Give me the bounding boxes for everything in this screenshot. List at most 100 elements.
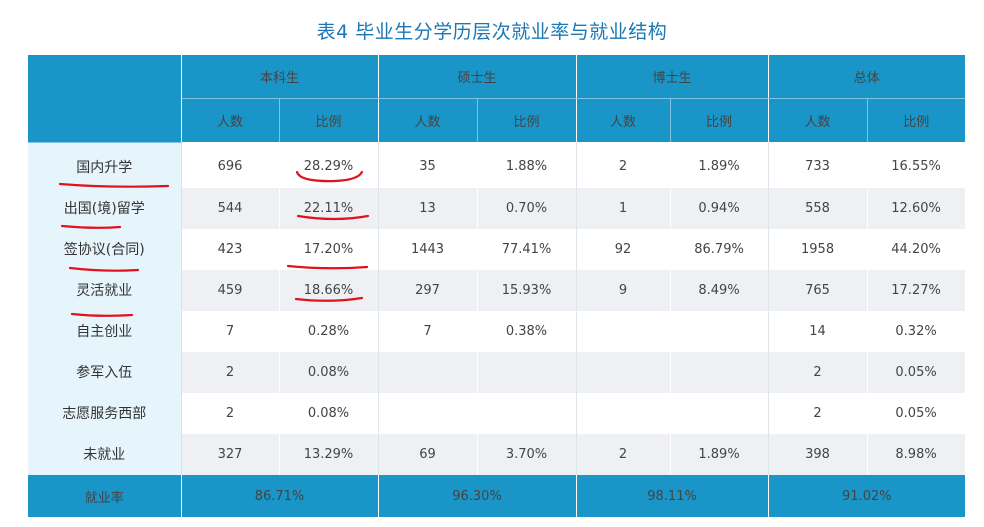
cell-ratio: 0.28% xyxy=(279,310,379,352)
cell-count: 14 xyxy=(768,310,868,352)
employment-table: 本科生 硕士生 博士生 总体 人数 比例 人数 比例 人数 比例 人数 比例 国… xyxy=(28,55,966,517)
row-label: 志愿服务西部 xyxy=(28,392,182,434)
cell-count: 1958 xyxy=(768,228,868,270)
subheader-ratio: 比例 xyxy=(670,98,769,142)
row-label: 出国(境)留学 xyxy=(28,187,182,229)
cell-ratio: 0.08% xyxy=(279,392,379,434)
cell-count: 7 xyxy=(181,310,280,352)
cell-ratio: 15.93% xyxy=(477,269,577,311)
row-label: 灵活就业 xyxy=(28,269,182,311)
cell-ratio xyxy=(477,351,577,393)
table-row: 志愿服务西部 2 0.08% 2 0.05% xyxy=(28,392,966,434)
cell-count xyxy=(576,310,671,352)
cell-count: 733 xyxy=(768,142,868,188)
group-header-doctor: 博士生 xyxy=(576,55,769,99)
cell-ratio: 13.29% xyxy=(279,433,379,475)
cell-count: 9 xyxy=(576,269,671,311)
cell-ratio: 16.55% xyxy=(867,142,966,188)
cell-ratio: 44.20% xyxy=(867,228,966,270)
cell-ratio: 0.94% xyxy=(670,187,769,229)
cell-ratio: 86.79% xyxy=(670,228,769,270)
cell-ratio: 77.41% xyxy=(477,228,577,270)
cell-ratio xyxy=(477,392,577,434)
cell-ratio: 3.70% xyxy=(477,433,577,475)
footer-rate-undergrad: 86.71% xyxy=(181,475,379,517)
group-header-total: 总体 xyxy=(768,55,966,99)
cell-ratio: 1.89% xyxy=(670,433,769,475)
cell-count: 297 xyxy=(378,269,478,311)
row-label: 未就业 xyxy=(28,433,182,475)
cell-count xyxy=(378,351,478,393)
cell-ratio: 8.49% xyxy=(670,269,769,311)
table-row: 自主创业 7 0.28% 7 0.38% 14 0.32% xyxy=(28,310,966,352)
cell-ratio xyxy=(670,310,769,352)
cell-count: 327 xyxy=(181,433,280,475)
cell-count xyxy=(576,392,671,434)
cell-ratio: 28.29% xyxy=(279,142,379,188)
subheader-ratio: 比例 xyxy=(477,98,577,142)
footer-label: 就业率 xyxy=(28,475,182,517)
cell-count: 2 xyxy=(768,392,868,434)
row-label: 签协议(合同) xyxy=(28,228,182,270)
cell-count: 2 xyxy=(181,351,280,393)
cell-ratio xyxy=(670,392,769,434)
cell-count: 423 xyxy=(181,228,280,270)
subheader-ratio: 比例 xyxy=(279,98,379,142)
cell-count: 696 xyxy=(181,142,280,188)
cell-count: 765 xyxy=(768,269,868,311)
cell-ratio: 17.27% xyxy=(867,269,966,311)
cell-count: 7 xyxy=(378,310,478,352)
cell-count: 92 xyxy=(576,228,671,270)
cell-ratio: 0.05% xyxy=(867,351,966,393)
cell-ratio: 0.05% xyxy=(867,392,966,434)
cell-count: 35 xyxy=(378,142,478,188)
cell-count xyxy=(378,392,478,434)
cell-count: 1443 xyxy=(378,228,478,270)
cell-ratio: 0.08% xyxy=(279,351,379,393)
group-header-master: 硕士生 xyxy=(378,55,577,99)
footer-rate-master: 96.30% xyxy=(378,475,577,517)
cell-count: 1 xyxy=(576,187,671,229)
cell-ratio: 17.20% xyxy=(279,228,379,270)
table-row: 出国(境)留学 544 22.11% 13 0.70% 1 0.94% 558 12.60% xyxy=(28,187,966,229)
subheader-count: 人数 xyxy=(181,98,280,142)
cell-count: 2 xyxy=(768,351,868,393)
table-row: 国内升学 696 28.29% 35 1.88% 2 1.89% 733 16.55% xyxy=(28,142,966,188)
cell-ratio: 22.11% xyxy=(279,187,379,229)
cell-count: 459 xyxy=(181,269,280,311)
cell-ratio: 8.98% xyxy=(867,433,966,475)
cell-count: 13 xyxy=(378,187,478,229)
cell-ratio: 0.70% xyxy=(477,187,577,229)
cell-ratio xyxy=(670,351,769,393)
cell-count xyxy=(576,351,671,393)
footer-rate-total: 91.02% xyxy=(768,475,966,517)
cell-count: 2 xyxy=(181,392,280,434)
cell-count: 544 xyxy=(181,187,280,229)
cell-count: 558 xyxy=(768,187,868,229)
table-row: 灵活就业 459 18.66% 297 15.93% 9 8.49% 765 17.27% xyxy=(28,269,966,311)
table-row: 未就业 327 13.29% 69 3.70% 2 1.89% 398 8.98% xyxy=(28,433,966,475)
subheader-count: 人数 xyxy=(576,98,671,142)
cell-count: 2 xyxy=(576,433,671,475)
cell-ratio: 0.38% xyxy=(477,310,577,352)
cell-count: 2 xyxy=(576,142,671,188)
row-label: 国内升学 xyxy=(28,142,182,188)
table-row: 参军入伍 2 0.08% 2 0.05% xyxy=(28,351,966,393)
row-label: 自主创业 xyxy=(28,310,182,352)
group-header-undergrad: 本科生 xyxy=(181,55,379,99)
cell-ratio: 1.89% xyxy=(670,142,769,188)
subheader-count: 人数 xyxy=(378,98,478,142)
cell-ratio: 0.32% xyxy=(867,310,966,352)
footer-rate-doctor: 98.11% xyxy=(576,475,769,517)
cell-ratio: 1.88% xyxy=(477,142,577,188)
subheader-ratio: 比例 xyxy=(867,98,966,142)
row-label: 参军入伍 xyxy=(28,351,182,393)
table-row: 签协议(合同) 423 17.20% 1443 77.41% 92 86.79% 1958 44… xyxy=(28,228,966,270)
corner-cell xyxy=(28,55,182,143)
cell-ratio: 18.66% xyxy=(279,269,379,311)
cell-ratio: 12.60% xyxy=(867,187,966,229)
cell-count: 398 xyxy=(768,433,868,475)
cell-count: 69 xyxy=(378,433,478,475)
subheader-count: 人数 xyxy=(768,98,868,142)
table-title: 表4 毕业生分学历层次就业率与就业结构 xyxy=(316,21,668,43)
